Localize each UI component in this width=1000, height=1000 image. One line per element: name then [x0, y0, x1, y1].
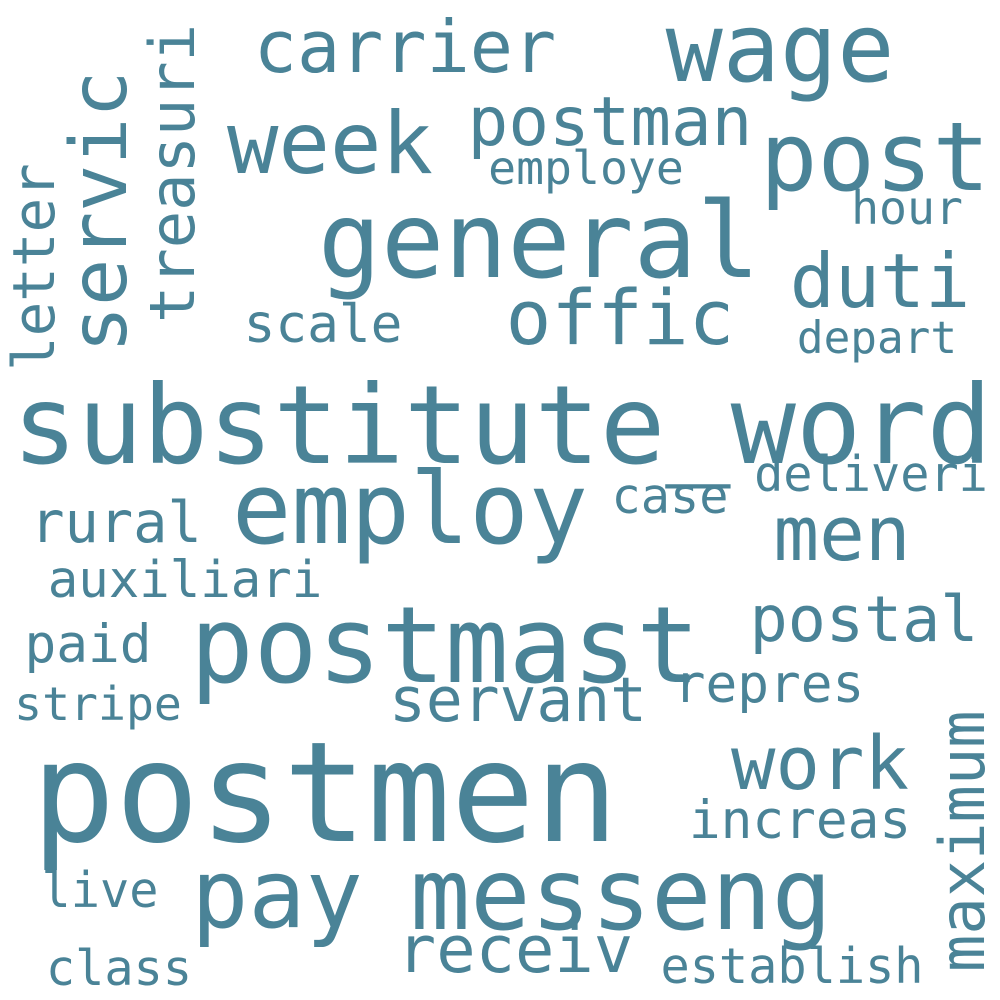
- word-deliveri: deliveri: [754, 446, 988, 503]
- word-substitute-word: substitute_word: [12, 362, 992, 490]
- word-men: men: [773, 489, 911, 578]
- word-wage: wage: [665, 0, 895, 104]
- word-pay: pay: [191, 839, 363, 950]
- word-auxiliari: auxiliari: [47, 549, 323, 609]
- word-duti: duti: [789, 237, 971, 326]
- word-postman: postman: [467, 82, 753, 162]
- word-offic: offic: [505, 273, 735, 362]
- word-class: class: [45, 940, 193, 997]
- word-hour: hour: [851, 180, 963, 235]
- word-week: week: [227, 94, 433, 194]
- word-work: work: [731, 721, 909, 808]
- word-post: post: [760, 101, 990, 214]
- word-messeng: messeng: [410, 835, 832, 953]
- word-letter: letter: [1, 163, 69, 371]
- word-employ: employ: [232, 452, 588, 567]
- word-live: live: [41, 862, 159, 919]
- word-general: general: [318, 179, 760, 302]
- word-postmast: postmast: [190, 584, 700, 708]
- word-servant: servant: [389, 665, 647, 737]
- word-increas: increas: [688, 789, 912, 851]
- word-employe: employe: [488, 140, 684, 195]
- word-repres: repres: [673, 653, 865, 715]
- word-scale: scale: [243, 293, 403, 355]
- word-servic: servic: [53, 70, 145, 354]
- word-postmen: postmen: [31, 712, 619, 875]
- word-receiv: receiv: [396, 912, 634, 989]
- word-treasuri: treasuri: [135, 23, 209, 323]
- word-depart: depart: [796, 312, 958, 364]
- word-maximum: maximum: [925, 710, 999, 972]
- word-rural: rural: [30, 489, 202, 556]
- word-case: case: [611, 468, 729, 525]
- word-carrier: carrier: [253, 5, 557, 90]
- word-paid: paid: [24, 613, 152, 675]
- word-establish: establish: [660, 938, 924, 995]
- word-postal: postal: [749, 582, 979, 657]
- word-stripe: stripe: [14, 676, 182, 731]
